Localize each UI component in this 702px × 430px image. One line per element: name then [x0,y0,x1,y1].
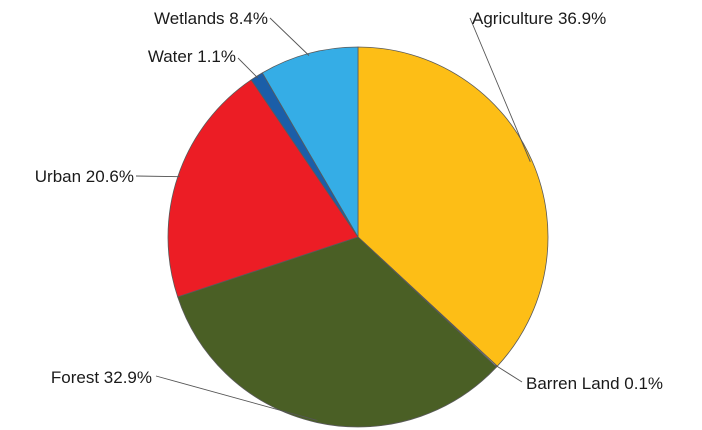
leader-barren-land [495,364,523,383]
slice-urban [167,79,359,298]
label-agriculture: Agriculture 36.9% [472,9,606,28]
label-wetlands: Wetlands 8.4% [154,9,268,28]
slice-forest [177,236,497,428]
leader-forest [155,375,318,422]
pie-slices [167,46,549,428]
leader-agriculture [469,17,531,162]
label-water: Water 1.1% [148,47,236,66]
leader-lines [135,17,531,422]
label-urban: Urban 20.6% [35,167,134,186]
slice-wetlands [261,46,359,238]
leader-wetlands [269,17,310,56]
leader-urban [135,175,180,178]
label-forest: Forest 32.9% [51,368,152,387]
leader-water [237,57,259,79]
slice-agriculture [357,46,549,367]
label-barren-land: Barren Land 0.1% [526,374,663,393]
